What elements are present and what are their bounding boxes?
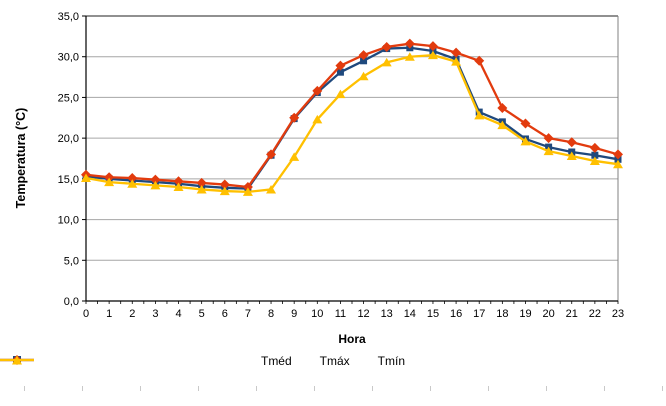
x-axis-title: Hora <box>338 332 366 346</box>
marker-tmin <box>589 156 600 165</box>
marker-tmed <box>591 151 599 159</box>
marker-tmin <box>266 184 277 194</box>
x-tick-label: 15 <box>427 308 439 320</box>
y-tick-label: 30,0 <box>58 52 79 64</box>
x-tick-label: 10 <box>311 308 323 320</box>
marker-tmax <box>289 112 300 123</box>
x-tick-label: 12 <box>357 308 369 320</box>
x-tick-label: 0 <box>83 308 89 320</box>
marker-tmin <box>81 173 91 183</box>
series-tmed-line <box>85 46 619 190</box>
y-axis-title: Temperatura (°C) <box>14 107 28 209</box>
marker-tmax <box>196 177 207 188</box>
marker-tmax <box>474 55 485 66</box>
x-tick-label: 11 <box>335 308 346 320</box>
series-tmin-line <box>85 53 619 194</box>
marker-tmin <box>173 182 184 191</box>
marker-tmax <box>543 133 554 144</box>
x-tick-label: 5 <box>199 308 205 320</box>
marker-tmax <box>358 50 369 61</box>
x-tick-label: 4 <box>175 308 181 320</box>
marker-tmin <box>427 50 438 60</box>
x-tick-label: 3 <box>152 308 158 320</box>
marker-tmax <box>404 38 415 49</box>
legend-label-tmin: Tmín <box>377 354 406 368</box>
marker-tmax <box>589 142 600 153</box>
marker-tmin <box>358 71 369 81</box>
marker-tmax <box>497 103 508 114</box>
x-tick-label: 18 <box>496 308 508 320</box>
marker-tmin <box>381 57 392 67</box>
series-tmax-line <box>85 42 619 189</box>
x-tick-label: 17 <box>473 308 485 320</box>
marker-tmax <box>173 176 184 187</box>
legend: Tméd Tmáx Tmín <box>0 354 666 368</box>
marker-tmin <box>474 110 485 120</box>
legend-item-tmin: Tmín <box>0 354 406 368</box>
marker-tmin <box>451 57 462 66</box>
marker-tmax <box>312 85 323 96</box>
marker-tmin <box>242 187 253 196</box>
legend-item-tmed: Tméd <box>0 354 292 368</box>
marker-tmin <box>404 52 415 61</box>
x-tick-label: 19 <box>519 308 531 320</box>
marker-tmax <box>427 41 438 52</box>
marker-tmax <box>566 137 577 148</box>
marker-tmin <box>497 120 508 130</box>
y-tick-label: 20,0 <box>58 133 79 145</box>
marker-tmin <box>150 180 161 190</box>
marker-tmax <box>127 173 138 184</box>
marker-tmin <box>613 159 623 169</box>
x-tick-label: 8 <box>268 308 274 320</box>
y-tick-label: 15,0 <box>58 174 79 186</box>
legend-triangle-icon <box>0 355 34 365</box>
x-tick-label: 2 <box>129 308 135 320</box>
x-tick-label: 6 <box>222 308 228 320</box>
marker-tmin <box>566 151 577 161</box>
marker-tmax <box>150 174 161 185</box>
marker-tmin <box>219 186 230 196</box>
marker-tmin <box>196 184 207 194</box>
marker-tmin <box>312 114 323 124</box>
y-tick-label: 0,0 <box>64 296 79 308</box>
marker-tmed <box>336 68 344 76</box>
marker-tmin <box>289 152 300 161</box>
y-tick-label: 25,0 <box>58 92 79 104</box>
y-tick-label: 10,0 <box>58 215 79 227</box>
x-tick-label: 1 <box>106 308 112 320</box>
marker-tmin <box>543 146 554 156</box>
x-tick-label: 20 <box>542 308 554 320</box>
legend-label-tmed: Tméd <box>260 354 292 368</box>
marker-tmax <box>104 172 115 183</box>
x-tick-label: 14 <box>404 308 416 320</box>
marker-tmax <box>219 179 230 190</box>
x-tick-label: 13 <box>381 308 393 320</box>
x-tick-label: 16 <box>450 308 462 320</box>
x-tick-label: 21 <box>566 308 578 320</box>
legend-label-tmax: Tmáx <box>319 354 350 368</box>
marker-tmax <box>335 60 346 71</box>
marker-tmed <box>360 57 368 65</box>
marker-tmax <box>613 149 623 160</box>
x-tick-label: 22 <box>589 308 601 320</box>
marker-tmin <box>104 177 115 187</box>
y-tick-label: 35,0 <box>58 11 79 23</box>
y-tick-label: 5,0 <box>64 255 79 267</box>
marker-tmin <box>127 179 138 188</box>
x-tick-label: 7 <box>245 308 251 320</box>
marker-tmax <box>266 149 277 160</box>
marker-tmax <box>381 41 392 52</box>
marker-tmin <box>335 89 346 99</box>
marker-tmax <box>520 118 531 129</box>
x-tick-label: 23 <box>612 308 624 320</box>
marker-tmin <box>520 136 531 146</box>
marker-tmax <box>451 47 462 58</box>
legend-item-tmax: Tmáx <box>0 354 350 368</box>
marker-tmax <box>242 182 253 192</box>
x-tick-label: 9 <box>291 308 297 320</box>
bottom-ruler-marks <box>0 386 666 391</box>
